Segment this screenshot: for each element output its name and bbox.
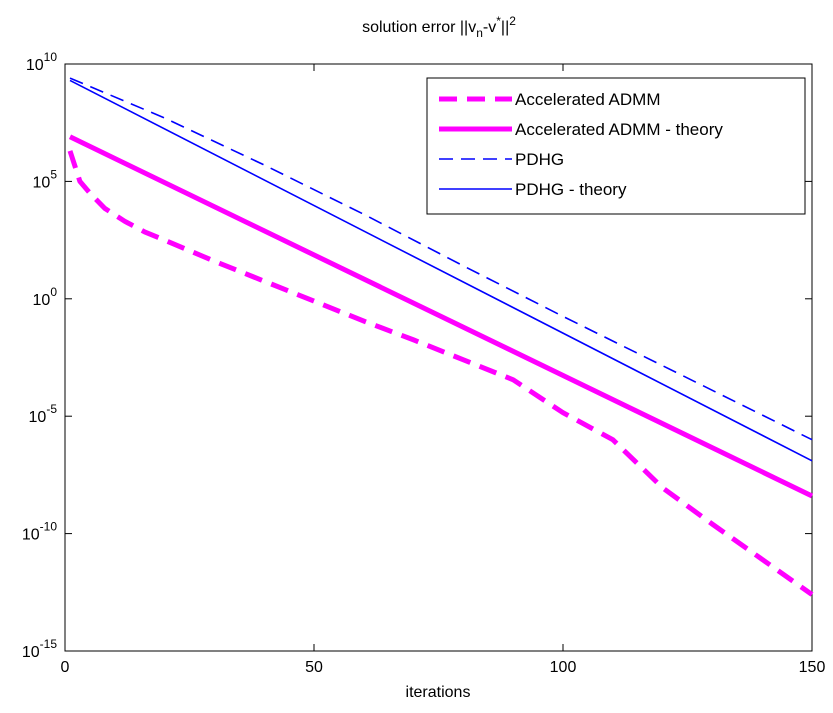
x-tick-label: 50 [305,659,323,676]
y-tick-label: 10-5 [29,402,58,426]
series-line-3 [69,77,813,441]
legend-box [426,77,806,215]
y-tick-label: 100 [33,285,58,309]
title-part-2: -v [483,19,496,36]
x-tick-label: 150 [799,659,826,676]
y-tick-label: 105 [33,167,58,191]
series-line-4 [69,79,813,462]
title-sub: n [476,26,483,40]
y-tick-label: 10-10 [22,520,57,544]
axis-tick-labels: 0 50 100 150 1010 105 100 10-5 10-10 10-15 [22,50,826,676]
legend-label-1: Accelerated ADMM [515,90,661,109]
title-sup-1: * [496,14,501,28]
legend-label-2: Accelerated ADMM - theory [515,120,723,139]
legend: Accelerated ADMM Accelerated ADMM - theor… [426,77,806,215]
series-line-1 [67,150,814,597]
y-tick-label: 10-15 [22,637,57,661]
x-tick-label: 100 [550,659,577,676]
legend-label-4: PDHG - theory [515,180,627,199]
title-sup-2: 2 [509,14,516,28]
legend-label-3: PDHG [515,150,564,169]
x-axis-label: iterations [406,684,471,701]
axis-ticks [64,63,813,652]
chart-title: solution error ||vn-v*||2 [362,14,516,40]
series-line-2 [68,134,814,499]
title-part-3: || [501,19,509,36]
y-tick-label: 1010 [26,50,57,74]
x-tick-label: 0 [61,659,70,676]
title-part-1: solution error ||v [362,19,476,36]
series-layer [67,77,814,597]
